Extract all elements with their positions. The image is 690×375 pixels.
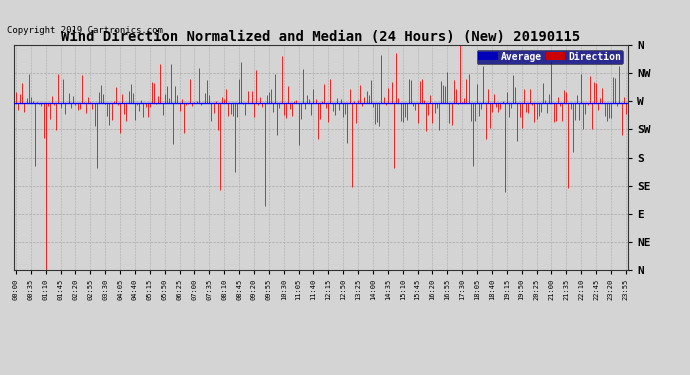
Text: Copyright 2019 Cartronics.com: Copyright 2019 Cartronics.com bbox=[7, 26, 163, 35]
Title: Wind Direction Normalized and Median (24 Hours) (New) 20190115: Wind Direction Normalized and Median (24… bbox=[61, 30, 580, 44]
Legend: Average, Direction: Average, Direction bbox=[477, 50, 623, 64]
